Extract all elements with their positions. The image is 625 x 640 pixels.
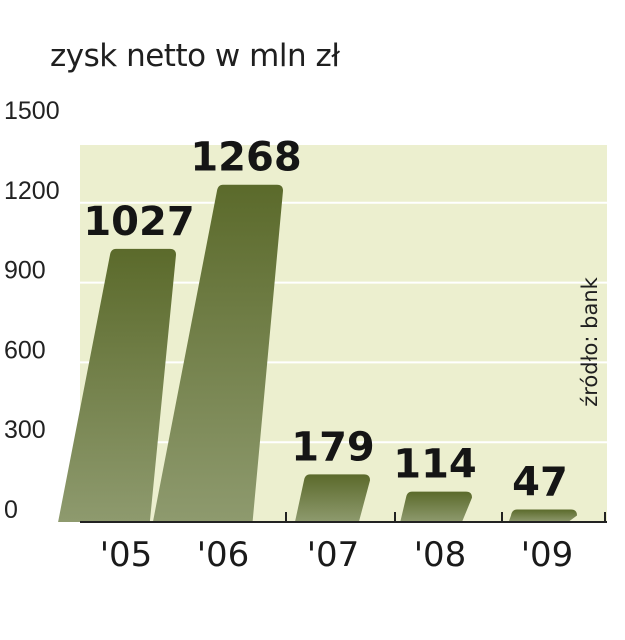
x-tick-label: '06 — [197, 535, 250, 575]
data-label: 114 — [393, 442, 477, 488]
x-tick-label: '05 — [100, 535, 153, 575]
x-tick-label: '07 — [307, 535, 360, 575]
y-tick-label: 300 — [4, 416, 46, 444]
bar-05 — [58, 248, 176, 522]
chart-title: zysk netto w mln zł — [50, 38, 340, 74]
y-tick-label: 1500 — [4, 97, 60, 125]
bar-09 — [508, 509, 577, 522]
bar-06 — [152, 184, 283, 522]
y-tick-label: 900 — [4, 257, 46, 285]
data-label: 1027 — [83, 199, 194, 245]
y-tick-label: 0 — [4, 496, 18, 524]
data-label: 47 — [512, 459, 568, 505]
data-label: 179 — [291, 424, 375, 470]
source-note: źródło: bank — [578, 277, 602, 407]
y-tick-label: 600 — [4, 336, 46, 364]
x-tick-label: '08 — [414, 535, 467, 575]
bar-08 — [400, 491, 472, 522]
x-tick-label: '09 — [521, 535, 574, 575]
bar-07 — [294, 474, 370, 522]
y-tick-label: 1200 — [4, 177, 60, 205]
data-label: 1268 — [190, 135, 301, 181]
